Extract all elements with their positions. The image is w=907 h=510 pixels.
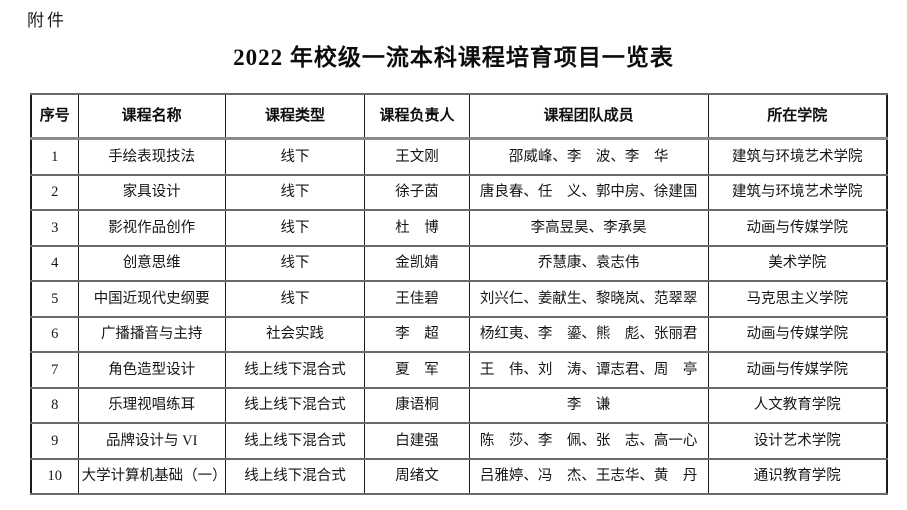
table-cell: 7: [30, 351, 79, 389]
table-cell: 周绪文: [364, 457, 470, 495]
table-body: 1 手绘表现技法 线下 王文刚 邵威峰、李 波、李 华建筑与环境艺术学院 2 家具设计 线下徐…: [30, 137, 888, 495]
table-cell: 李 超: [364, 315, 470, 353]
table-cell: 王 伟、刘 涛、谭志君、周 亭: [468, 351, 709, 389]
table-cell: 大学计算机基础（一）: [77, 457, 226, 495]
table-cell: 邵威峰、李 波、李 华: [468, 137, 709, 176]
table-row: 8 乐理视唱练耳 线上线下混合式 康语桐李 谦人文教育学院: [30, 386, 888, 424]
table-row: 1 手绘表现技法 线下 王文刚 邵威峰、李 波、李 华建筑与环境艺术学院: [30, 137, 888, 176]
table-cell: 1: [30, 137, 79, 176]
table-cell: 线上线下混合式: [224, 422, 366, 460]
table-row: 3 影视作品创作 线下杜 博李高昱昊、李承昊 动画与传媒学院: [30, 209, 888, 247]
table-cell: 乐理视唱练耳: [77, 386, 226, 424]
table-cell: 李高昱昊、李承昊: [468, 209, 709, 247]
table-cell: 建筑与环境艺术学院: [707, 173, 888, 211]
table-row: 7 角色造型设计 线上线下混合式夏 军王 伟、刘 涛、谭志君、周 亭动画与传媒学院: [30, 351, 888, 389]
table-cell: 夏 军: [364, 351, 470, 389]
table-cell: 乔慧康、袁志伟: [468, 244, 709, 282]
table-cell: 2: [30, 173, 79, 211]
table-cell: 王佳碧: [364, 280, 470, 318]
table-cell: 3: [30, 209, 79, 247]
table-cell: 唐良春、任 义、郭中房、徐建国: [468, 173, 709, 211]
table-cell: 动画与传媒学院: [707, 351, 888, 389]
page-title: 2022 年校级一流本科课程培育项目一览表: [233, 45, 674, 70]
table-cell: 8: [30, 386, 79, 424]
table-cell: 角色造型设计: [77, 351, 226, 389]
table-cell: 人文教育学院: [707, 386, 888, 424]
table-cell: 白建强: [364, 422, 470, 460]
header-cell: 课程类型: [224, 93, 366, 140]
table-cell: 中国近现代史纲要: [77, 280, 226, 318]
table-cell: 影视作品创作: [77, 209, 226, 247]
table-cell: 线下: [224, 173, 366, 211]
table-header-row: 序号 课程名称 课程类型 课程负责人 课程团队成员 所在学院: [30, 93, 888, 140]
table-cell: 品牌设计与 VI: [77, 422, 226, 460]
table-cell: 6: [30, 315, 79, 353]
header-cell: 课程名称: [77, 93, 226, 140]
header-cell: 课程团队成员: [468, 93, 709, 140]
table-cell: 杜 博: [364, 209, 470, 247]
table-cell: 创意思维: [77, 244, 226, 282]
table-cell: 李 谦: [468, 386, 709, 424]
table-cell: 线下: [224, 244, 366, 282]
table-cell: 动画与传媒学院: [707, 315, 888, 353]
table-cell: 9: [30, 422, 79, 460]
header-cell: 课程负责人: [364, 93, 470, 140]
table-cell: 线下: [224, 137, 366, 176]
table-cell: 线上线下混合式: [224, 457, 366, 495]
table-cell: 家具设计: [77, 173, 226, 211]
table-header: 序号 课程名称 课程类型 课程负责人 课程团队成员 所在学院: [30, 93, 888, 140]
table-cell: 马克思主义学院: [707, 280, 888, 318]
table-row: 6 广播播音与主持 社会实践李 超杨红夷、李 鎏、熊 彪、张丽君 动画与传媒学院: [30, 315, 888, 353]
table-cell: 王文刚: [364, 137, 470, 176]
table-cell: 通识教育学院: [707, 457, 888, 495]
table-cell: 社会实践: [224, 315, 366, 353]
table-row: 5 中国近现代史纲要 线下 王佳碧 刘兴仁、姜献生、黎晓岚、范翠翠 马克思主义学院: [30, 280, 888, 318]
table-cell: 10: [30, 457, 79, 495]
table-cell: 4: [30, 244, 79, 282]
table-row: 4 创意思维 线下 金凯婧 乔慧康、袁志伟 美术学院: [30, 244, 888, 282]
table-cell: 徐子茵: [364, 173, 470, 211]
table-cell: 5: [30, 280, 79, 318]
table-row: 2 家具设计 线下 徐子茵 唐良春、任 义、郭中房、徐建国 建筑与环境艺术学院: [30, 173, 888, 211]
attachment-label: 附件: [27, 11, 67, 30]
table-cell: 刘兴仁、姜献生、黎晓岚、范翠翠: [468, 280, 709, 318]
table-cell: 建筑与环境艺术学院: [707, 137, 888, 176]
table-cell: 金凯婧: [364, 244, 470, 282]
table-cell: 线下: [224, 209, 366, 247]
table-cell: 动画与传媒学院: [707, 209, 888, 247]
table-cell: 线下: [224, 280, 366, 318]
table-row: 9 品牌设计与 VI 线上线下混合式 白建强陈 莎、李 佩、张 志、高一心 设计艺术学院: [30, 422, 888, 460]
table-cell: 美术学院: [707, 244, 888, 282]
table-cell: 杨红夷、李 鎏、熊 彪、张丽君: [468, 315, 709, 353]
table-cell: 陈 莎、李 佩、张 志、高一心: [468, 422, 709, 460]
table-cell: 线上线下混合式: [224, 386, 366, 424]
header-cell: 所在学院: [707, 93, 888, 140]
table-row: 10 大学计算机基础（一） 线上线下混合式 周绪文 吕雅婷、冯 杰、王志华、黄 丹通识教…: [30, 457, 888, 495]
course-table: 序号 课程名称 课程类型 课程负责人 课程团队成员 所在学院 1 手绘表现技法 线下 王文刚 邵威…: [30, 93, 888, 495]
table-cell: 设计艺术学院: [707, 422, 888, 460]
header-cell: 序号: [30, 93, 79, 140]
table-cell: 吕雅婷、冯 杰、王志华、黄 丹: [468, 457, 709, 495]
table-cell: 康语桐: [364, 386, 470, 424]
table-cell: 广播播音与主持: [77, 315, 226, 353]
table-cell: 手绘表现技法: [77, 137, 226, 176]
table-cell: 线上线下混合式: [224, 351, 366, 389]
